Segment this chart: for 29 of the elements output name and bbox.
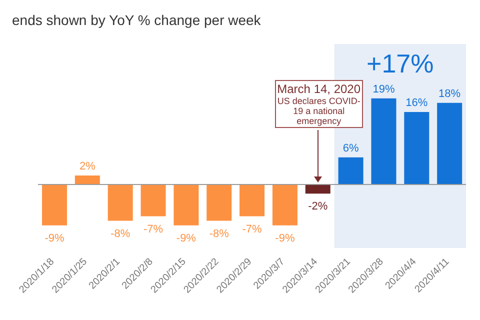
bar <box>371 98 396 185</box>
data-label: -7% <box>143 223 164 236</box>
bar <box>108 184 133 221</box>
bar <box>174 184 199 226</box>
data-label: 18% <box>438 88 461 100</box>
data-label: -9% <box>176 232 196 244</box>
chart-title: ends shown by YoY % change per week <box>12 12 261 28</box>
bar <box>206 184 232 221</box>
bar <box>140 184 166 216</box>
bar <box>272 184 298 226</box>
data-label: -7% <box>242 223 262 236</box>
data-label: -9% <box>44 232 64 244</box>
bar <box>240 184 265 216</box>
data-label: -8% <box>209 228 230 240</box>
bar <box>437 102 462 185</box>
data-label: 16% <box>406 97 428 109</box>
data-label: 19% <box>372 83 395 96</box>
data-label: -8% <box>110 228 130 240</box>
bar <box>42 184 67 226</box>
data-label: -9% <box>275 232 295 244</box>
data-label: -2% <box>308 200 328 213</box>
bar <box>404 112 430 185</box>
data-label: 2% <box>79 160 96 172</box>
bar <box>338 157 364 185</box>
band-label: +17% <box>366 48 434 78</box>
data-label: 6% <box>342 142 359 154</box>
bar <box>74 175 100 185</box>
bar <box>305 184 330 194</box>
annotation: March 14, 2020 US declares COVID-19 a national emergency <box>276 82 362 126</box>
